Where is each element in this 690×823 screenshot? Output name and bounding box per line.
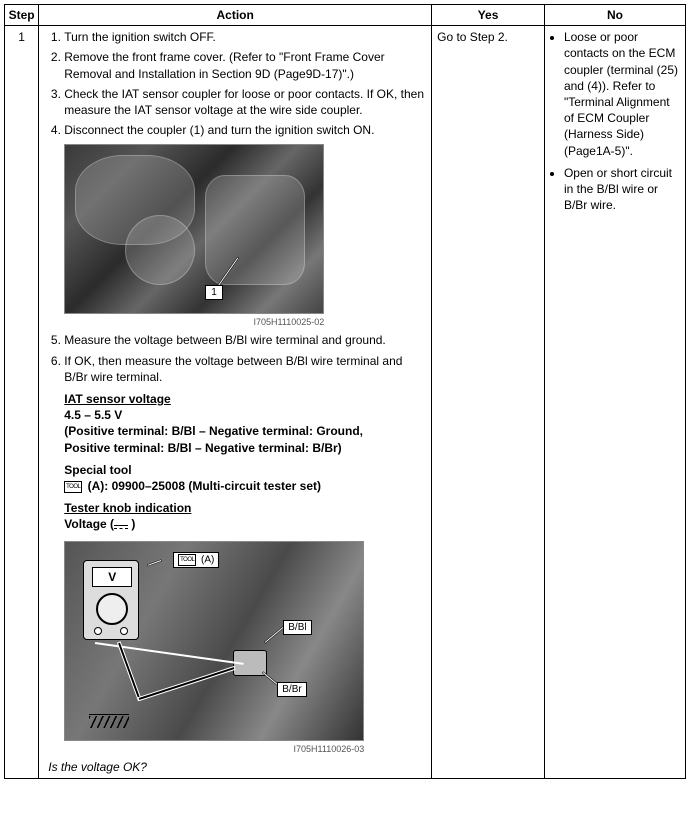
label-tool-a-text: (A) bbox=[201, 554, 214, 565]
tool-icon bbox=[64, 481, 82, 493]
no-list: Loose or poor contacts on the ECM couple… bbox=[550, 29, 680, 213]
figure-2-tester-diagram: V (A) bbox=[64, 541, 364, 741]
no-cell: Loose or poor contacts on the ECM couple… bbox=[544, 26, 685, 779]
figure-1-engine-photo: 1 bbox=[64, 144, 324, 314]
no-item-1: Loose or poor contacts on the ECM couple… bbox=[564, 29, 680, 159]
step-row-1: 1 Turn the ignition switch OFF. Remove t… bbox=[5, 26, 686, 779]
header-yes: Yes bbox=[432, 5, 545, 26]
action-1: Turn the ignition switch OFF. bbox=[64, 29, 426, 45]
tester-title: Tester knob indication bbox=[64, 500, 426, 516]
yes-cell: Go to Step 2. bbox=[432, 26, 545, 779]
special-tool-block: Special tool (A): 09900–25008 (Multi-cir… bbox=[64, 462, 426, 494]
no-item-2: Open or short circuit in the B/Bl wire o… bbox=[564, 165, 680, 214]
step-question: Is the voltage OK? bbox=[48, 759, 426, 775]
action-list: Turn the ignition switch OFF. Remove the… bbox=[44, 29, 426, 138]
figure-1-callout-1: 1 bbox=[205, 285, 223, 300]
ground-symbol-icon bbox=[89, 714, 129, 732]
tester-value-label: Voltage ( bbox=[64, 517, 114, 531]
action-2: Remove the front frame cover. (Refer to … bbox=[64, 49, 426, 81]
header-no: No bbox=[544, 5, 685, 26]
header-action: Action bbox=[39, 5, 432, 26]
special-tool-label: Special tool bbox=[64, 462, 426, 478]
step-number: 1 bbox=[5, 26, 39, 779]
spec-range: 4.5 – 5.5 V bbox=[64, 407, 426, 423]
spec-title: IAT sensor voltage bbox=[64, 391, 426, 407]
figure-2-label-bbr: B/Br bbox=[277, 682, 306, 697]
action-cell: Turn the ignition switch OFF. Remove the… bbox=[39, 26, 432, 779]
action-3: Check the IAT sensor coupler for loose o… bbox=[64, 86, 426, 118]
header-step: Step bbox=[5, 5, 39, 26]
figure-2-label-tool-a: (A) bbox=[173, 552, 219, 568]
troubleshooting-table: Step Action Yes No 1 Turn the ignition s… bbox=[4, 4, 686, 779]
header-row: Step Action Yes No bbox=[5, 5, 686, 26]
meter-display: V bbox=[92, 567, 132, 587]
figure-2-label-bbl: B/Bl bbox=[283, 620, 311, 635]
figure-2-id: I705H1110026-03 bbox=[64, 743, 364, 755]
tester-knob-block: Tester knob indication Voltage ( ) bbox=[64, 500, 426, 532]
tool-code-prefix: (A): bbox=[88, 479, 112, 493]
multimeter-icon: V bbox=[83, 560, 139, 640]
tool-icon bbox=[178, 554, 196, 566]
tester-value: Voltage ( ) bbox=[64, 516, 426, 532]
spec-detail-1: (Positive terminal: B/Bl – Negative term… bbox=[64, 423, 426, 439]
voltage-dc-icon bbox=[114, 525, 128, 526]
figure-1-id: I705H1110025-02 bbox=[64, 316, 324, 328]
special-tool-line: (A): 09900–25008 (Multi-circuit tester s… bbox=[64, 478, 426, 494]
spec-detail-2: Positive terminal: B/Bl – Negative termi… bbox=[64, 440, 426, 456]
iat-voltage-spec: IAT sensor voltage 4.5 – 5.5 V (Positive… bbox=[64, 391, 426, 456]
action-list-cont: Measure the voltage between B/Bl wire te… bbox=[44, 332, 426, 385]
action-5: Measure the voltage between B/Bl wire te… bbox=[64, 332, 426, 348]
action-4: Disconnect the coupler (1) and turn the … bbox=[64, 122, 426, 138]
action-6: If OK, then measure the voltage between … bbox=[64, 353, 426, 385]
tool-code: 09900–25008 (Multi-circuit tester set) bbox=[112, 479, 321, 493]
